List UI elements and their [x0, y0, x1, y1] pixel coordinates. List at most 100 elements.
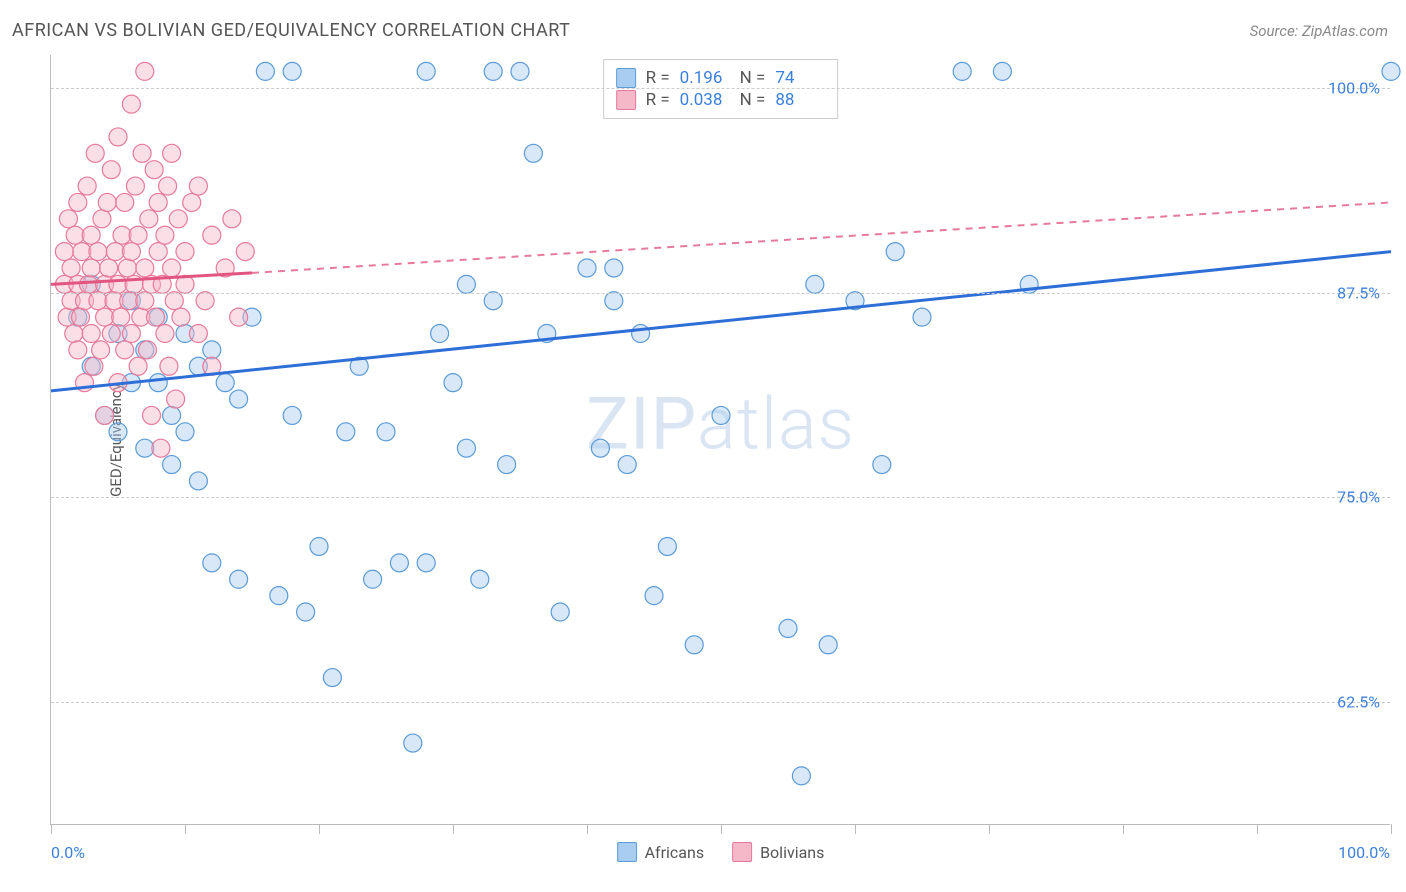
scatter-point — [390, 554, 408, 572]
scatter-point — [156, 226, 174, 244]
scatter-point — [147, 308, 165, 326]
scatter-point — [126, 177, 144, 195]
scatter-point — [66, 226, 84, 244]
scatter-point — [136, 439, 154, 457]
scatter-point — [203, 554, 221, 572]
x-tick — [185, 824, 186, 834]
scatter-point — [55, 243, 73, 261]
scatter-point — [129, 357, 147, 375]
x-axis-min-label: 0.0% — [51, 843, 85, 862]
scatter-point — [323, 669, 341, 687]
scatter-point — [69, 341, 87, 359]
scatter-point — [189, 177, 207, 195]
scatter-point — [1382, 62, 1400, 80]
scatter-point — [873, 456, 891, 474]
scatter-point — [417, 62, 435, 80]
scatter-point — [160, 357, 178, 375]
x-tick — [721, 824, 722, 834]
scatter-point — [176, 243, 194, 261]
scatter-point — [524, 144, 542, 162]
stats-swatch — [616, 90, 636, 110]
scatter-point — [270, 587, 288, 605]
stats-n-value: 74 — [775, 68, 825, 88]
trend-line-dashed — [252, 202, 1391, 272]
scatter-point — [685, 636, 703, 654]
scatter-point — [106, 243, 124, 261]
scatter-point — [163, 259, 181, 277]
scatter-point — [100, 259, 118, 277]
scatter-point — [143, 406, 161, 424]
scatter-point — [109, 275, 127, 293]
scatter-point — [85, 357, 103, 375]
stats-box: R =0.196N =74R =0.038N =88 — [603, 59, 839, 119]
scatter-point — [176, 423, 194, 441]
scatter-point — [471, 570, 489, 588]
scatter-point — [712, 406, 730, 424]
scatter-point — [172, 308, 190, 326]
scatter-point — [297, 603, 315, 621]
scatter-point — [82, 226, 100, 244]
scatter-point — [256, 62, 274, 80]
scatter-point — [498, 456, 516, 474]
scatter-point — [149, 193, 167, 211]
scatter-point — [109, 423, 127, 441]
scatter-point — [283, 406, 301, 424]
scatter-point — [364, 570, 382, 588]
scatter-point — [457, 439, 475, 457]
scatter-point — [484, 292, 502, 310]
stats-row: R =0.038N =88 — [616, 90, 826, 110]
scatter-point — [618, 456, 636, 474]
x-tick — [855, 824, 856, 834]
stats-swatch — [616, 68, 636, 88]
scatter-point — [196, 292, 214, 310]
scatter-point — [92, 341, 110, 359]
scatter-point — [169, 210, 187, 228]
scatter-point — [65, 325, 83, 343]
scatter-point — [122, 243, 140, 261]
gridline — [51, 702, 1390, 703]
stats-n-value: 88 — [775, 90, 825, 110]
legend-swatch — [617, 842, 637, 862]
scatter-point — [792, 767, 810, 785]
scatter-point — [149, 374, 167, 392]
chart-container: AFRICAN VS BOLIVIAN GED/EQUIVALENCY CORR… — [0, 0, 1406, 892]
chart-svg — [51, 55, 1390, 824]
scatter-point — [223, 210, 241, 228]
x-tick — [1123, 824, 1124, 834]
stats-n-label: N = — [740, 68, 766, 88]
scatter-point — [484, 62, 502, 80]
scatter-point — [80, 275, 98, 293]
scatter-point — [337, 423, 355, 441]
scatter-point — [122, 95, 140, 113]
scatter-point — [136, 62, 154, 80]
scatter-point — [113, 226, 131, 244]
legend-item: Africans — [617, 842, 704, 862]
scatter-point — [102, 325, 120, 343]
x-axis-max-label: 100.0% — [1338, 843, 1390, 862]
scatter-point — [230, 390, 248, 408]
gridline — [51, 497, 1390, 498]
x-tick — [453, 824, 454, 834]
gridline — [51, 88, 1390, 89]
scatter-point — [886, 243, 904, 261]
scatter-point — [953, 62, 971, 80]
scatter-point — [109, 128, 127, 146]
chart-title: AFRICAN VS BOLIVIAN GED/EQUIVALENCY CORR… — [12, 20, 570, 41]
stats-r-label: R = — [646, 68, 670, 88]
scatter-point — [116, 193, 134, 211]
scatter-point — [120, 292, 138, 310]
scatter-point — [806, 275, 824, 293]
stats-n-label: N = — [740, 90, 766, 110]
y-tick-label: 87.5% — [1337, 283, 1380, 302]
scatter-point — [404, 734, 422, 752]
scatter-point — [118, 259, 136, 277]
legend-swatch — [732, 842, 752, 862]
scatter-point — [96, 308, 114, 326]
scatter-point — [230, 308, 248, 326]
scatter-point — [377, 423, 395, 441]
source-label: Source: ZipAtlas.com — [1250, 22, 1388, 40]
scatter-point — [98, 193, 116, 211]
x-tick — [1257, 824, 1258, 834]
scatter-point — [189, 325, 207, 343]
scatter-point — [89, 243, 107, 261]
